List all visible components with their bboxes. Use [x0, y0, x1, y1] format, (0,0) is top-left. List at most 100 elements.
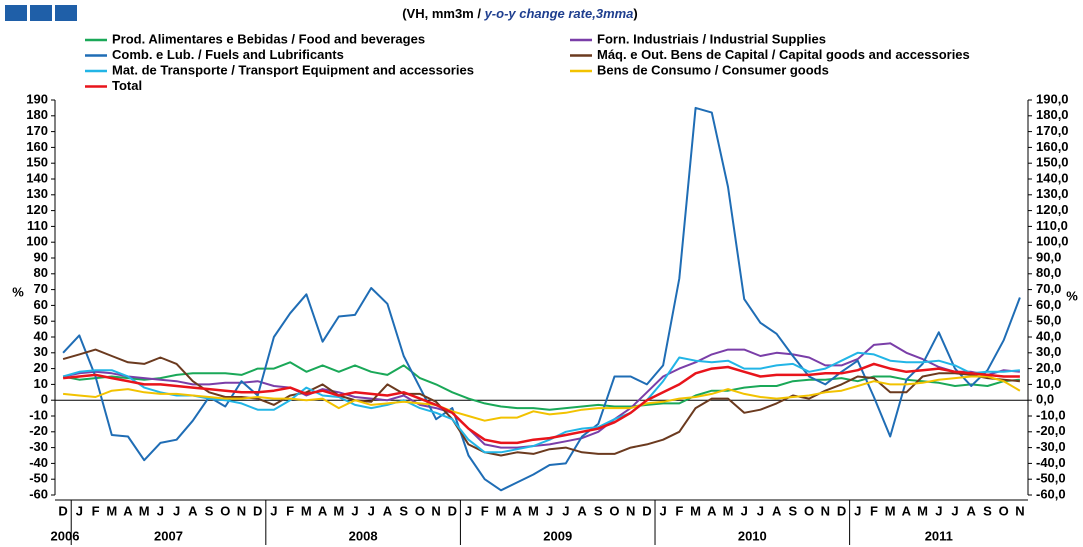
x-tick-label: J [270, 503, 277, 518]
x-tick-label: J [854, 503, 861, 518]
x-tick-label: N [821, 503, 830, 518]
y-tick-label: 180 [26, 107, 48, 122]
y-tick-label: 60 [34, 297, 48, 312]
y2-tick-label: 10,0 [1036, 376, 1061, 391]
y2-tick-label: 130,0 [1036, 186, 1069, 201]
x-tick-label: M [139, 503, 150, 518]
x-tick-label: D [58, 503, 67, 518]
y-tick-label: -60 [29, 486, 48, 501]
series-line [62, 106, 1021, 492]
y2-tick-label: 180,0 [1036, 107, 1069, 122]
y-tick-label: -30 [29, 439, 48, 454]
x-tick-label: O [220, 503, 230, 518]
year-label: 2009 [543, 528, 572, 543]
x-tick-label: J [465, 503, 472, 518]
x-tick-label: J [935, 503, 942, 518]
y2-tick-label: -10,0 [1036, 407, 1066, 422]
x-tick-label: D [253, 503, 262, 518]
x-tick-label: N [431, 503, 440, 518]
y2-tick-label: 70,0 [1036, 281, 1061, 296]
x-tick-label: N [626, 503, 635, 518]
x-tick-label: M [333, 503, 344, 518]
series-line [63, 375, 1021, 422]
x-tick-label: F [870, 503, 878, 518]
y-tick-label: 150 [26, 155, 48, 170]
x-tick-label: J [76, 503, 83, 518]
x-tick-label: M [301, 503, 312, 518]
y2-tick-label: -60,0 [1036, 486, 1066, 501]
x-tick-label: J [173, 503, 180, 518]
x-tick-label: A [902, 503, 912, 518]
y-tick-label: 190 [26, 91, 48, 106]
y-tick-label: 120 [26, 202, 48, 217]
x-tick-label: S [789, 503, 798, 518]
y2-tick-label: 160,0 [1036, 139, 1069, 154]
x-tick-label: O [415, 503, 425, 518]
x-tick-label: M [885, 503, 896, 518]
x-tick-label: A [383, 503, 393, 518]
legend-label: Comb. e Lub. / Fuels and Lubrificants [112, 47, 344, 62]
title-prefix: (VH, mm3m / [402, 6, 484, 21]
x-tick-label: A [967, 503, 977, 518]
x-tick-label: S [399, 503, 408, 518]
y-tick-label: 170 [26, 123, 48, 138]
y-tick-label: 130 [26, 186, 48, 201]
x-tick-label: J [562, 503, 569, 518]
y-tick-label: 40 [34, 328, 48, 343]
y2-tick-label: 50,0 [1036, 313, 1061, 328]
legend-label: Mat. de Transporte / Transport Equipment… [112, 62, 474, 77]
y-tick-label: 80 [34, 265, 48, 280]
title-suffix: ) [633, 6, 637, 21]
y-tick-label: 100 [26, 234, 48, 249]
title-emphasis: y-o-y change rate,3mma [484, 6, 634, 21]
y-axis-label: % [12, 284, 24, 299]
x-tick-label: S [594, 503, 603, 518]
x-tick-label: J [546, 503, 553, 518]
y2-tick-label: 80,0 [1036, 265, 1061, 280]
y-tick-label: 140 [26, 170, 48, 185]
y2-tick-label: -40,0 [1036, 455, 1066, 470]
legend-label: Máq. e Out. Bens de Capital / Capital go… [597, 47, 970, 62]
y-tick-label: 30 [34, 344, 48, 359]
x-tick-label: A [318, 503, 328, 518]
x-tick-label: O [609, 503, 619, 518]
y2-tick-label: 0,0 [1036, 392, 1054, 407]
x-tick-label: F [92, 503, 100, 518]
x-tick-label: D [837, 503, 846, 518]
x-tick-label: S [205, 503, 214, 518]
x-tick-label: M [917, 503, 928, 518]
x-tick-label: A [577, 503, 587, 518]
x-tick-label: A [123, 503, 133, 518]
logo-block [30, 5, 52, 21]
x-tick-label: J [351, 503, 358, 518]
y-tick-label: 10 [34, 376, 48, 391]
y-tick-label: 160 [26, 139, 48, 154]
x-tick-label: M [690, 503, 701, 518]
series-line [62, 362, 1020, 445]
year-label: 2011 [925, 528, 953, 543]
x-tick-label: D [448, 503, 457, 518]
year-label: 2007 [154, 528, 183, 543]
x-tick-label: J [741, 503, 748, 518]
x-tick-label: F [675, 503, 683, 518]
x-tick-label: J [368, 503, 375, 518]
y2-tick-label: 20,0 [1036, 360, 1061, 375]
x-tick-label: J [660, 503, 667, 518]
chart-title: (VH, mm3m / y-o-y change rate,3mma) [402, 6, 638, 21]
y-tick-label: 70 [34, 281, 48, 296]
y2-tick-label: 40,0 [1036, 328, 1061, 343]
x-tick-label: A [512, 503, 522, 518]
year-label: 2008 [349, 528, 378, 543]
x-tick-label: M [496, 503, 507, 518]
legend-label: Bens de Consumo / Consumer goods [597, 62, 829, 77]
y2-tick-label: 170,0 [1036, 123, 1069, 138]
x-tick-label: A [772, 503, 782, 518]
y2-tick-label: -50,0 [1036, 471, 1066, 486]
y2-tick-label: 140,0 [1036, 170, 1069, 185]
x-tick-label: O [804, 503, 814, 518]
y-tick-label: -40 [29, 455, 48, 470]
logo-block [55, 5, 77, 21]
year-label: 2010 [738, 528, 767, 543]
legend-label: Prod. Alimentares e Bebidas / Food and b… [112, 31, 425, 46]
